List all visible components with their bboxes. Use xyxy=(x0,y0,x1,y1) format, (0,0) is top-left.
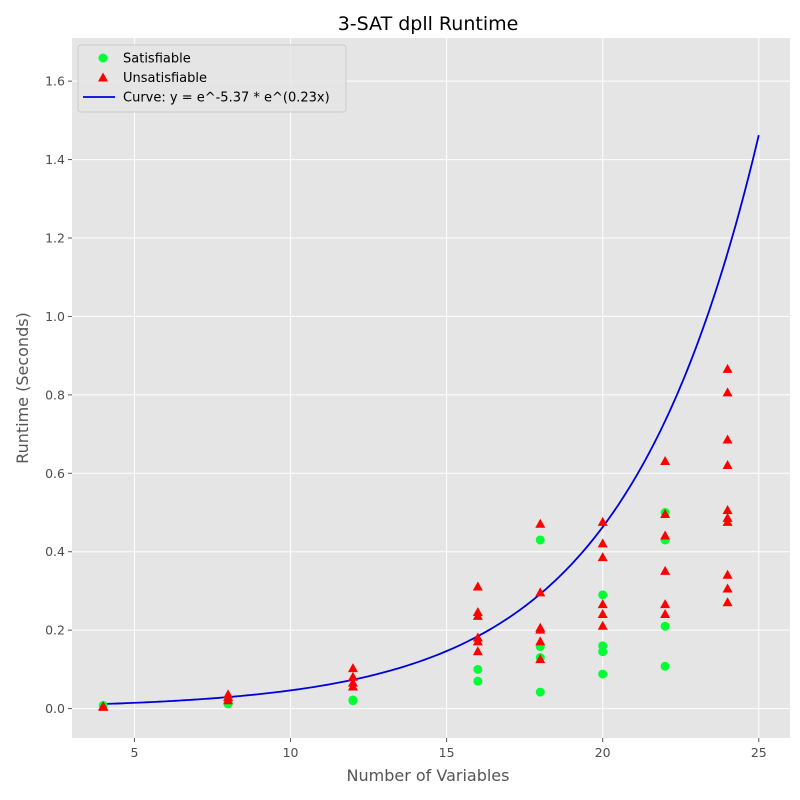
legend: Satisfiable Unsatisfiable Curve: y = e^-… xyxy=(77,44,347,113)
legend-satisfiable-marker xyxy=(98,53,108,63)
unsatisfiable-point xyxy=(535,587,546,597)
unsatisfiable-point xyxy=(535,654,546,664)
x-axis-ticks: 5 10 15 20 25 xyxy=(130,738,767,760)
y-tick-label: 1.6 xyxy=(45,74,65,89)
y-tick-label: 0.8 xyxy=(45,387,65,402)
unsatisfiable-point xyxy=(597,599,608,609)
unsatisfiable-point xyxy=(722,569,733,579)
unsatisfiable-point xyxy=(472,607,483,617)
y-tick-label: 0.2 xyxy=(45,623,65,638)
legend-box xyxy=(77,44,347,113)
x-tick-label: 25 xyxy=(751,745,767,760)
satisfiable-point xyxy=(535,687,545,697)
x-tick-label: 20 xyxy=(595,745,611,760)
satisfiable-point xyxy=(660,661,670,671)
unsatisfiable-point xyxy=(597,620,608,630)
y-axis-label: Runtime (Seconds) xyxy=(13,312,32,464)
unsatisfiable-point xyxy=(597,538,608,548)
unsatisfiable-point xyxy=(660,565,671,575)
satisfiable-point xyxy=(535,535,545,545)
unsatisfiable-point xyxy=(597,608,608,618)
unsatisfiable-point xyxy=(660,508,671,518)
y-axis-ticks: 0.0 0.2 0.4 0.6 0.8 1.0 1.2 1.4 1.6 xyxy=(45,74,72,716)
unsatisfiable-point xyxy=(347,663,358,673)
unsatisfiable-point xyxy=(660,530,671,540)
unsatisfiable-point xyxy=(660,456,671,466)
unsatisfiable-point xyxy=(347,677,358,687)
satisfiable-point xyxy=(660,621,670,631)
unsatisfiable-point xyxy=(660,608,671,618)
unsatisfiable-point xyxy=(722,363,733,373)
grid xyxy=(72,38,790,738)
unsatisfiable-point xyxy=(472,632,483,642)
unsatisfiable-point xyxy=(535,622,546,632)
y-tick-label: 1.0 xyxy=(45,309,65,324)
unsatisfiable-point xyxy=(535,636,546,646)
y-tick-label: 1.2 xyxy=(45,231,65,246)
unsatisfiable-point xyxy=(722,387,733,397)
y-tick-label: 0.6 xyxy=(45,466,65,481)
unsatisfiable-points xyxy=(98,363,733,711)
unsatisfiable-point xyxy=(722,512,733,522)
unsatisfiable-point xyxy=(223,689,234,699)
legend-satisfiable-label: Satisfiable xyxy=(123,52,191,67)
unsatisfiable-point xyxy=(722,434,733,444)
unsatisfiable-point xyxy=(535,518,546,528)
plot-area xyxy=(72,38,790,738)
legend-unsatisfiable-label: Unsatisfiable xyxy=(123,71,207,86)
satisfiable-point xyxy=(598,669,608,679)
y-tick-label: 0.0 xyxy=(45,701,65,716)
satisfiable-point xyxy=(348,695,358,705)
unsatisfiable-point xyxy=(722,583,733,593)
unsatisfiable-point xyxy=(98,701,109,711)
satisfiable-point xyxy=(473,676,483,686)
satisfiable-point xyxy=(598,590,608,600)
satisfiable-point xyxy=(598,641,608,651)
unsatisfiable-point xyxy=(722,459,733,469)
unsatisfiable-point xyxy=(597,516,608,526)
y-tick-label: 1.4 xyxy=(45,152,65,167)
fitted-curve-line xyxy=(103,134,760,705)
unsatisfiable-point xyxy=(472,581,483,591)
x-axis-label: Number of Variables xyxy=(347,766,510,785)
unsatisfiable-point xyxy=(660,599,671,609)
unsatisfiable-point xyxy=(597,552,608,562)
y-tick-label: 0.4 xyxy=(45,544,65,559)
unsatisfiable-point xyxy=(347,671,358,681)
satisfiable-point xyxy=(473,664,483,674)
unsatisfiable-point xyxy=(472,646,483,656)
unsatisfiable-point xyxy=(722,597,733,607)
chart-title: 3-SAT dpll Runtime xyxy=(338,13,519,35)
legend-unsatisfiable-marker xyxy=(98,72,108,82)
x-tick-label: 5 xyxy=(130,745,138,760)
plot-contents xyxy=(98,134,760,711)
x-tick-label: 10 xyxy=(283,745,299,760)
unsatisfiable-point xyxy=(722,505,733,515)
legend-curve-label: Curve: y = e^-5.37 * e^(0.23x) xyxy=(123,91,330,106)
x-tick-label: 15 xyxy=(439,745,455,760)
